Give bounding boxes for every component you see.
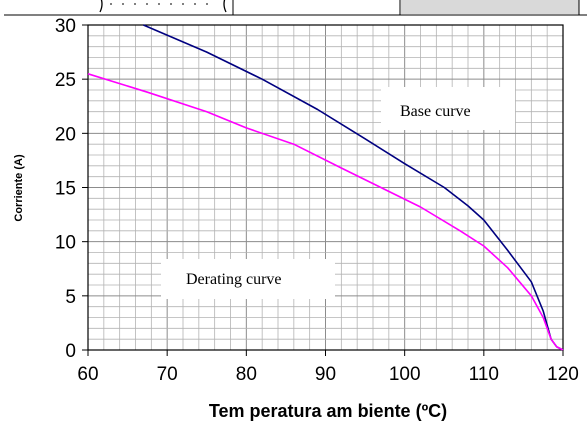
y-tick-label: 30 [55, 16, 76, 37]
y-tick-label: 5 [65, 287, 76, 308]
ticks-layer: 0 5 10 15 20 25 30 60 70 80 90 100 110 120 [55, 16, 579, 385]
annotation-derating-curve: Derating curve [161, 259, 335, 299]
y-tick-label: 25 [55, 70, 76, 91]
cropped-table-fragment [0, 0, 587, 16]
x-tick-label: 70 [157, 364, 178, 385]
y-tick-label: 10 [55, 233, 76, 254]
x-axis-title: Tem peratura am biente (ºC) [209, 401, 447, 421]
y-tick-label: 0 [65, 341, 76, 362]
annotation-derating-curve-text: Derating curve [186, 271, 282, 288]
grid [87, 24, 564, 351]
series-layer [87, 24, 564, 351]
x-tick-label: 120 [547, 364, 579, 385]
annotation-base-curve: Base curve [381, 87, 515, 130]
series-line-derating-curve [87, 73, 564, 351]
x-tick-label: 110 [469, 364, 499, 385]
y-axis-title: Corriente (A) [13, 154, 25, 222]
x-tick-label: 90 [315, 364, 336, 385]
x-tick-label: 60 [77, 364, 98, 385]
x-tick-label: 80 [236, 364, 257, 385]
annotation-base-curve-text: Base curve [400, 103, 471, 120]
y-tick-label: 15 [55, 179, 76, 200]
x-tick-label: 100 [389, 364, 421, 385]
y-tick-label: 20 [55, 124, 76, 145]
